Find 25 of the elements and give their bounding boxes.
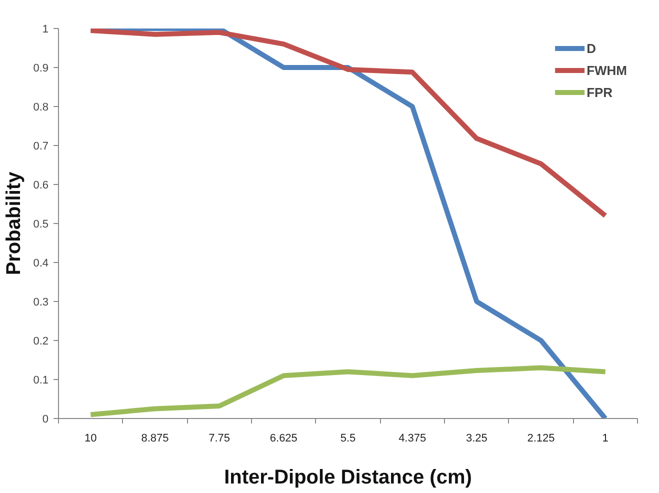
y-axis-title: Probability: [3, 170, 26, 276]
x-tick-label: 7.75: [208, 432, 230, 444]
legend-label: FPR: [586, 84, 613, 100]
y-tick-label: 0.6: [33, 180, 49, 192]
y-tick-label: 0.9: [33, 62, 49, 74]
y-tick-label: 0.5: [33, 218, 49, 230]
y-tick-label: 1: [42, 24, 49, 36]
x-tick-label: 10: [84, 432, 97, 444]
y-tick-label: 0: [42, 414, 49, 426]
y-tick-label: 0.8: [33, 102, 49, 114]
x-axis-title: Inter-Dipole Distance (cm): [224, 466, 472, 488]
y-tick-label: 0.1: [33, 374, 49, 386]
x-tick-label: 5.5: [340, 432, 356, 444]
x-tick-label: 6.625: [270, 432, 298, 444]
y-tick-label: 0.2: [33, 336, 49, 348]
y-tick-label: 0.3: [33, 296, 49, 308]
x-tick-label: 3.25: [466, 432, 488, 444]
y-tick-label: 0.7: [33, 140, 49, 152]
x-tick-label: 1: [602, 432, 608, 444]
y-tick-label: 0.4: [33, 258, 49, 270]
legend-label: D: [586, 40, 597, 56]
legend-label: FWHM: [586, 62, 627, 78]
x-tick-label: 2.125: [527, 432, 555, 444]
x-tick-label: 8.875: [141, 432, 169, 444]
x-tick-label: 4.375: [398, 432, 426, 444]
